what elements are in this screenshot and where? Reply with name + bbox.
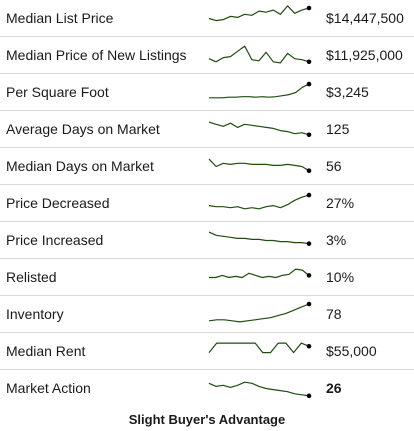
sparkline-current-point [306, 168, 312, 173]
sparkline-current-point [306, 343, 312, 349]
stat-label: Relisted [6, 269, 57, 285]
stat-value: 56 [326, 158, 342, 174]
sparkline [208, 5, 312, 22]
stat-row: Inventory 78 [0, 296, 414, 333]
sparkline [208, 231, 312, 246]
stat-row: Median Days on Market 56 [0, 148, 414, 185]
sparkline-current-point [306, 81, 312, 87]
stat-value: $3,245 [326, 84, 369, 100]
sparkline-current-point [306, 273, 312, 278]
stat-value: 27% [326, 195, 355, 211]
sparkline-trend [208, 45, 310, 64]
stat-value: 125 [326, 121, 350, 137]
stat-row: Price Decreased 27% [0, 185, 414, 222]
sparkline-trend [209, 268, 310, 279]
sparkline [208, 342, 312, 354]
stat-label: Price Increased [6, 232, 104, 248]
stat-label: Median List Price [6, 10, 114, 26]
sparkline [208, 301, 312, 323]
sparkline-trend [208, 121, 310, 136]
sparkline [208, 192, 312, 210]
sparkline-trend [208, 303, 310, 323]
sparkline-current-point [306, 59, 312, 65]
stat-row: Market Action 26 [0, 370, 414, 407]
sparkline [208, 121, 312, 138]
sparkline-current-point [306, 393, 312, 399]
sparkline-trend [208, 5, 310, 22]
stat-label: Median Days on Market [6, 158, 154, 174]
stat-value: $14,447,500 [326, 10, 404, 26]
stat-row: Median List Price $14,447,500 [0, 0, 414, 37]
sparkline-current-point [306, 241, 312, 246]
stat-value: $11,925,000 [326, 47, 403, 63]
stat-label: Average Days on Market [6, 121, 160, 137]
stat-row: Price Increased 3% [0, 222, 414, 259]
stat-value: $55,000 [326, 343, 377, 359]
sparkline-current-point [306, 301, 312, 307]
sparkline-current-point [306, 5, 312, 11]
stat-value: 3% [326, 232, 347, 248]
sparkline-trend [208, 231, 310, 245]
sparkline-trend [208, 158, 310, 172]
sparkline-current-point [306, 132, 312, 138]
sparkline-trend [208, 342, 310, 354]
market-stats-table: Median List Price $14,447,500 Median Price… [0, 0, 414, 407]
stat-value: 78 [326, 306, 342, 322]
sparkline [208, 158, 312, 173]
sparkline-trend [208, 194, 310, 210]
sparkline-current-point [306, 192, 312, 198]
stat-row: Per Square Foot $3,245 [0, 74, 414, 111]
sparkline [208, 381, 312, 399]
sparkline-trend [209, 83, 310, 99]
stat-label: Median Rent [6, 343, 86, 359]
stat-row: Average Days on Market 125 [0, 111, 414, 148]
stat-row: Relisted 10% [0, 259, 414, 296]
stat-label: Median Price of New Listings [6, 47, 187, 63]
stat-label: Market Action [6, 380, 91, 396]
market-action-summary: Slight Buyer's Advantage [128, 412, 286, 427]
sparkline [208, 45, 312, 65]
stat-label: Price Decreased [6, 195, 110, 211]
stat-row: Median Price of New Listings $11,925,000 [0, 37, 414, 74]
sparkline-trend [208, 381, 310, 397]
stat-value: 10% [326, 269, 355, 285]
stat-label: Inventory [6, 306, 64, 322]
stat-label: Per Square Foot [6, 84, 109, 100]
stat-row: Median Rent $55,000 [0, 333, 414, 370]
sparkline [209, 81, 312, 99]
sparkline [209, 268, 312, 279]
stat-value: 26 [326, 380, 342, 396]
